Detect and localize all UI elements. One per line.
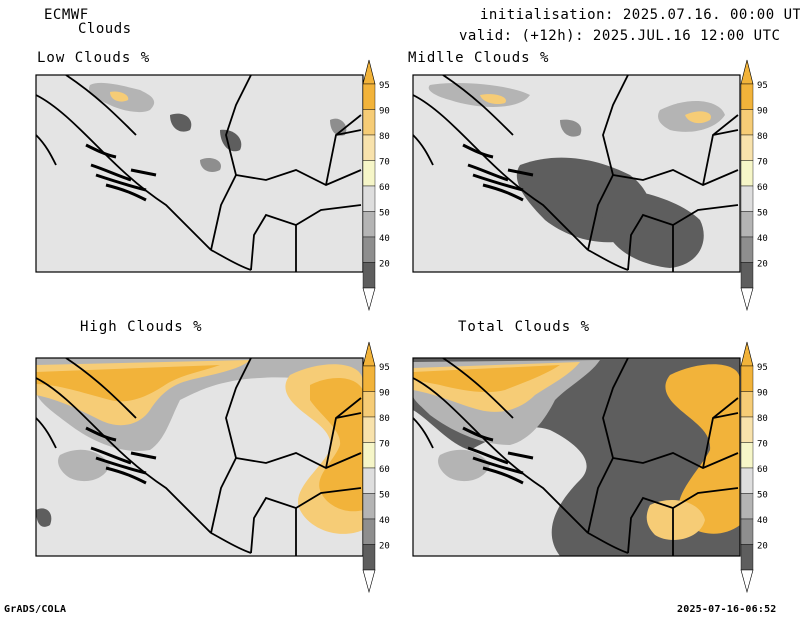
colorbar-level-label: 20 <box>379 542 390 552</box>
colorbar-swatch <box>362 493 376 520</box>
colorbar-swatch <box>362 185 376 212</box>
colorbar-swatch <box>362 134 376 161</box>
colorbar-level-label: 80 <box>379 132 390 142</box>
colorbar-level-label: 50 <box>379 209 390 219</box>
map-high-clouds <box>35 357 364 557</box>
map-low-clouds <box>35 74 364 273</box>
map-total-clouds <box>412 357 741 557</box>
colorbar-level-label: 90 <box>379 389 390 399</box>
colorbar-bottom-arrow <box>740 287 754 312</box>
colorbar-top-arrow <box>740 59 754 85</box>
colorbar-level-label: 70 <box>757 440 768 450</box>
colorbar-level-label: 80 <box>379 414 390 424</box>
init-time: initialisation: 2025.07.16. 00:00 UTC <box>480 7 800 23</box>
colorbar-level-label: 20 <box>379 260 390 270</box>
panel-title-low: Low Clouds % <box>37 50 151 66</box>
colorbar-swatch <box>740 160 754 187</box>
colorbar-swatch <box>740 467 754 494</box>
colorbar-level-label: 60 <box>379 465 390 475</box>
colorbar-swatch <box>362 365 376 392</box>
colorbar-level-label: 40 <box>757 516 768 526</box>
colorbar-swatch <box>362 211 376 238</box>
colorbar-level-label: 50 <box>379 491 390 501</box>
colorbar-level-label: 40 <box>757 234 768 244</box>
panel-title-high: High Clouds % <box>80 319 203 335</box>
colorbar-bottom-arrow <box>740 569 754 594</box>
colorbar-level-label: 90 <box>757 107 768 117</box>
colorbar-level-label: 50 <box>757 491 768 501</box>
colorbar-swatch <box>740 493 754 520</box>
colorbar-level-label: 90 <box>379 107 390 117</box>
colorbar-level-label: 50 <box>757 209 768 219</box>
colorbar-swatch <box>740 236 754 263</box>
colorbar-swatch <box>362 109 376 136</box>
colorbar-swatch <box>740 365 754 392</box>
colorbar-level-label: 70 <box>757 158 768 168</box>
colorbar-swatch <box>740 544 754 571</box>
colorbar-level-label: 20 <box>757 542 768 552</box>
colorbar-level-label: 80 <box>757 414 768 424</box>
panel-title-middle: Midlle Clouds % <box>408 50 550 66</box>
colorbar-swatch <box>740 262 754 289</box>
colorbar-level-label: 60 <box>379 183 390 193</box>
colorbar-level-label: 95 <box>757 81 768 91</box>
colorbar-swatch <box>740 442 754 469</box>
colorbar-swatch <box>362 442 376 469</box>
colorbar-level-label: 40 <box>379 234 390 244</box>
colorbar-swatch <box>740 518 754 545</box>
colorbar-level-label: 80 <box>757 132 768 142</box>
colorbar-swatch <box>362 236 376 263</box>
colorbar-bottom-arrow <box>362 287 376 312</box>
colorbar-level-label: 95 <box>757 363 768 373</box>
footer-software: GrADS/COLA <box>4 604 67 615</box>
colorbar-swatch <box>740 109 754 136</box>
colorbar-swatch <box>362 160 376 187</box>
colorbar-swatch <box>362 518 376 545</box>
colorbar-level-label: 95 <box>379 81 390 91</box>
colorbar-top-arrow <box>362 59 376 85</box>
colorbar-swatch <box>740 391 754 418</box>
colorbar-middle: 95 90 80 70 60 50 40 20 <box>740 59 768 312</box>
model-label: ECMWF <box>44 7 89 23</box>
colorbar-swatch <box>740 134 754 161</box>
colorbar-level-label: 70 <box>379 440 390 450</box>
colorbar-swatch <box>362 83 376 110</box>
colorbar-swatch <box>740 416 754 443</box>
colorbar-swatch <box>362 544 376 571</box>
colorbar-swatch <box>362 467 376 494</box>
colorbar-swatch <box>740 211 754 238</box>
valid-time: valid: (+12h): 2025.JUL.16 12:00 UTC <box>459 28 781 44</box>
colorbar-swatch <box>362 416 376 443</box>
colorbar-swatch <box>362 262 376 289</box>
colorbar-level-label: 95 <box>379 363 390 373</box>
map-middle-clouds <box>412 74 741 273</box>
colorbar-total: 95 90 80 70 60 50 40 20 <box>740 341 768 594</box>
colorbar-level-label: 20 <box>757 260 768 270</box>
panel-title-total: Total Clouds % <box>458 319 591 335</box>
colorbar-swatch <box>740 185 754 212</box>
colorbar-low: 95 90 80 70 60 50 40 20 <box>362 59 390 312</box>
colorbar-level-label: 90 <box>757 389 768 399</box>
colorbar-high: 95 90 80 70 60 50 40 20 <box>362 341 390 594</box>
colorbar-top-arrow <box>740 341 754 367</box>
colorbar-swatch <box>362 391 376 418</box>
colorbar-swatch <box>740 83 754 110</box>
product-label: Clouds <box>78 21 132 37</box>
colorbar-level-label: 70 <box>379 158 390 168</box>
colorbar-top-arrow <box>362 341 376 367</box>
colorbar-level-label: 60 <box>757 183 768 193</box>
colorbar-bottom-arrow <box>362 569 376 594</box>
colorbar-level-label: 60 <box>757 465 768 475</box>
footer-timestamp: 2025-07-16-06:52 <box>677 604 777 615</box>
colorbar-level-label: 40 <box>379 516 390 526</box>
